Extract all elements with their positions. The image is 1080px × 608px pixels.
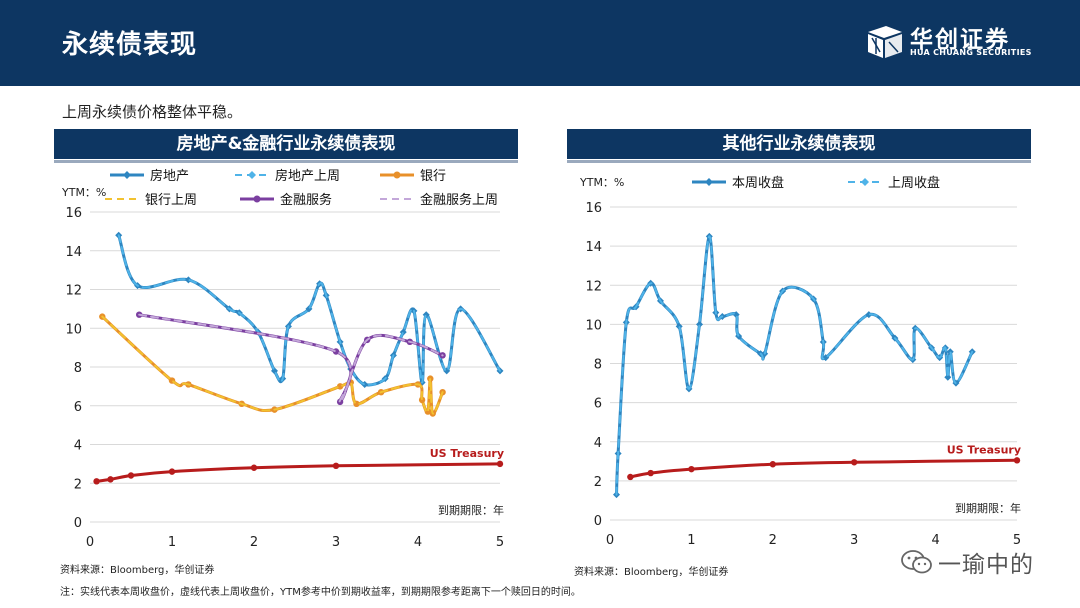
data-point [627,473,634,481]
legend-label: 金融服务 [280,192,332,208]
series-line [101,315,444,415]
y-tick-label: 0 [594,514,602,529]
y-tick-label: 12 [65,284,82,299]
logo-cube-icon [868,26,902,58]
data-point [688,465,695,473]
x-tick-label: 0 [86,535,94,550]
data-point [93,478,100,485]
data-point [944,373,952,381]
data-point [865,311,873,319]
series-line [117,234,501,386]
y-tick-label: 8 [74,361,82,376]
header-bar: 永续债表现 华创证券 HUA CHUANG SECURITIES [0,0,1080,86]
data-point [332,462,340,470]
x-tick-label: 5 [1013,533,1021,548]
y-tick-label: 6 [594,397,602,412]
x-tick-label: 2 [250,535,258,550]
footnote: 注：实线代表本周收盘价，虚线代表上周收盘价，YTM参考中价到期收益率，到期期限参… [60,587,581,598]
y-tick-label: 12 [585,279,602,294]
left-source-note: 资料来源：Bloomberg，华创证券 [60,565,215,576]
summary-text: 上周永续债价格整体平稳。 [62,103,243,121]
logo-cn-text: 华创证券 [910,27,1010,53]
left-chart-title: 房地产&金融行业永续债表现 [54,129,518,163]
data-point [769,461,776,468]
series-line [138,313,444,403]
x-tick-label: 3 [850,533,858,548]
data-point [851,459,858,466]
x-tick-label: 3 [332,535,340,550]
wechat-icon [901,550,932,574]
logo-en-text: HUA CHUANG SECURITIES [910,48,1032,57]
legend-marker [248,171,256,179]
y-axis-label: YTM：% [61,186,106,199]
legend-marker [123,171,131,179]
data-point [127,472,135,479]
data-point [647,469,654,477]
data-point [1013,457,1021,464]
y-tick-label: 2 [74,477,82,492]
legend-marker [253,195,261,203]
legend-label: 上周收盘 [888,175,940,191]
right-source-note: 资料来源：Bloomberg，华创证券 [574,567,729,578]
y-tick-label: 10 [585,318,602,333]
y-tick-label: 14 [585,240,602,255]
data-point [168,468,176,475]
legend-label: 银行上周 [145,193,197,208]
right-chart-title: 其他行业永续债表现 [567,129,1031,163]
wechat-watermark: 一瑜中的 [900,545,1070,579]
x-tick-label: 4 [931,533,939,548]
x-axis-label: 到期期限：年 [955,501,1021,515]
series-line [95,462,502,483]
x-tick-label: 1 [687,533,695,548]
y-tick-label: 14 [65,245,82,260]
data-point [946,348,954,356]
y-tick-label: 16 [585,201,602,216]
x-tick-label: 0 [606,533,614,548]
legend-marker [705,178,713,186]
y-tick-label: 4 [74,439,82,454]
x-tick-label: 1 [168,535,176,550]
y-tick-label: 16 [65,206,82,221]
page-title: 永续债表现 [62,30,198,60]
legend-label: 金融服务上周 [420,192,498,208]
y-tick-label: 4 [594,436,602,451]
legend-label: 房地产上周 [275,168,340,184]
data-point [184,276,192,284]
series-label: US Treasury [947,443,1021,456]
x-tick-label: 2 [769,533,777,548]
legend-marker [393,171,401,179]
series-line [615,234,974,497]
legend-marker [861,178,869,186]
company-logo: 华创证券 HUA CHUANG SECURITIES [864,20,1054,64]
watermark-text: 一瑜中的 [938,552,1034,578]
y-tick-label: 10 [65,322,82,337]
series-label: US Treasury [430,447,504,460]
y-tick-label: 2 [594,475,602,490]
legend-label: 银行 [420,169,446,184]
series-line [615,235,974,496]
y-tick-label: 8 [594,358,602,373]
data-point [107,476,114,483]
y-tick-label: 6 [74,400,82,415]
x-tick-label: 5 [496,535,504,550]
x-tick-label: 4 [414,535,422,550]
data-point [696,320,704,328]
legend-label: 本周收盘 [732,175,784,191]
y-tick-label: 0 [74,516,82,531]
y-axis-label: YTM：% [579,176,624,189]
data-point [732,311,740,319]
data-point [250,464,258,471]
data-point [496,460,504,468]
x-axis-label: 到期期限：年 [438,503,504,517]
legend-label: 房地产 [150,168,189,184]
